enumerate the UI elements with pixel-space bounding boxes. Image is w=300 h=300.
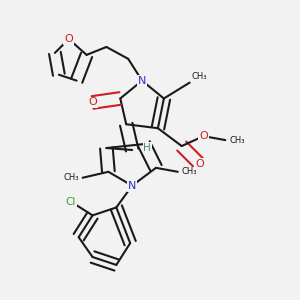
Text: CH₃: CH₃	[192, 72, 207, 81]
Text: O: O	[64, 34, 73, 44]
Text: CH₃: CH₃	[63, 173, 79, 182]
Text: O: O	[88, 98, 97, 107]
Text: Cl: Cl	[66, 196, 76, 206]
Text: O: O	[195, 159, 204, 169]
Text: N: N	[138, 76, 146, 85]
Text: N: N	[128, 181, 136, 191]
Text: CH₃: CH₃	[229, 136, 245, 145]
Text: H: H	[143, 143, 151, 153]
Text: CH₃: CH₃	[182, 167, 197, 176]
Text: O: O	[199, 131, 208, 141]
